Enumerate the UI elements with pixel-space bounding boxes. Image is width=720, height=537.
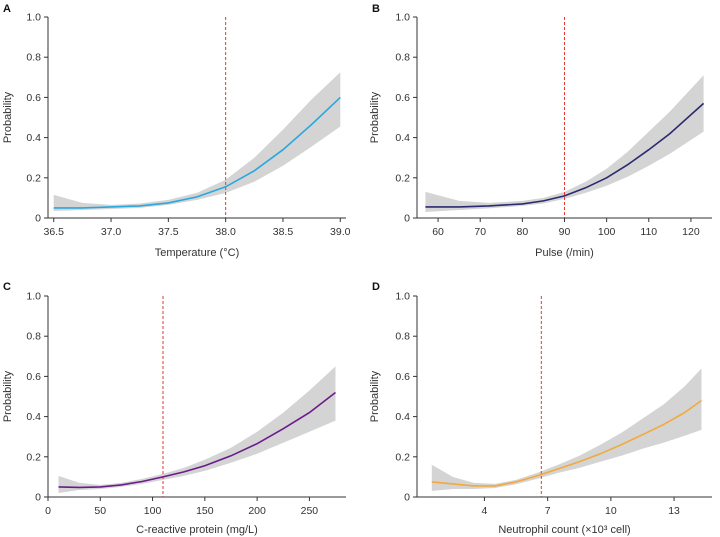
x-tick-label: 10 [605, 505, 617, 517]
x-tick-label: 70 [474, 226, 486, 238]
x-tick-label: 50 [94, 505, 106, 517]
x-tick-label: 80 [517, 226, 529, 238]
y-tick-label: 0.2 [26, 451, 41, 463]
x-tick-label: 36.5 [44, 226, 65, 238]
x-tick-label: 0 [45, 505, 51, 517]
panel-letter: B [372, 3, 380, 15]
confidence-band [425, 75, 704, 212]
y-tick-label: 1.0 [26, 291, 41, 303]
probability-curve [425, 102, 705, 208]
y-tick-label: 0.4 [26, 132, 41, 144]
panel-letter: D [372, 281, 380, 293]
probability-curve [431, 399, 702, 487]
y-tick-label: 1.0 [395, 12, 410, 24]
y-tick-label: 0 [35, 213, 41, 225]
x-tick-label: 110 [640, 226, 657, 238]
y-tick-label: 0.4 [395, 132, 410, 144]
probability-curve [58, 391, 336, 489]
panel-a: A 0 0.2 0.4 0.6 0.8 1.0 36.5 37.0 37.5 38.0 38.5 39.… [2, 3, 351, 259]
y-tick-label: 0 [35, 492, 41, 504]
y-axis-title: Probability [2, 370, 14, 422]
x-tick-label: 37.0 [101, 226, 122, 238]
y-tick-label: 0.2 [395, 451, 410, 463]
x-tick-label: 100 [144, 505, 162, 517]
y-tick-label: 0.8 [395, 331, 410, 343]
y-tick-label: 0.4 [395, 411, 410, 423]
confidence-band [53, 72, 341, 211]
x-tick-label: 39.0 [330, 226, 351, 238]
y-tick-label: 1.0 [26, 12, 41, 24]
x-tick-label: 60 [432, 226, 444, 238]
panel-b: B 0 0.2 0.4 0.6 0.8 1.0 60 70 80 90 100 110 120 Pulse … [369, 3, 712, 259]
x-tick-label: 4 [482, 505, 488, 517]
confidence-band [431, 368, 702, 491]
y-tick-label: 0.8 [26, 52, 41, 64]
probability-curve [53, 96, 341, 209]
x-axis-title: Pulse (/min) [535, 247, 594, 259]
y-tick-label: 0.4 [26, 411, 41, 423]
x-axis-title: Temperature (°C) [155, 247, 239, 259]
y-tick-label: 0.6 [395, 92, 410, 104]
x-tick-label: 120 [682, 226, 700, 238]
panel-c: C 0 0.2 0.4 0.6 0.8 1.0 0 50 100 150 200 250 C-reacti… [2, 281, 346, 536]
x-tick-label: 38.0 [215, 226, 236, 238]
y-tick-label: 0 [404, 492, 410, 504]
y-tick-label: 1.0 [395, 291, 410, 303]
x-tick-label: 200 [248, 505, 266, 517]
y-axis-title: Probability [2, 91, 14, 143]
x-tick-label: 37.5 [158, 226, 179, 238]
x-axis-title: Neutrophil count (×10³ cell) [498, 524, 630, 536]
x-tick-label: 90 [559, 226, 571, 238]
x-tick-label: 7 [545, 505, 551, 517]
panel-d: D 0 0.2 0.4 0.6 0.8 1.0 4 7 10 13 Neutrophil count … [369, 281, 712, 536]
panel-letter: A [3, 3, 11, 15]
y-tick-label: 0.6 [395, 371, 410, 383]
x-tick-label: 250 [301, 505, 319, 517]
x-tick-label: 150 [196, 505, 214, 517]
y-tick-label: 0.8 [395, 52, 410, 64]
y-axis-title: Probability [369, 91, 381, 143]
x-tick-label: 13 [668, 505, 680, 517]
y-axis-title: Probability [369, 370, 381, 422]
y-tick-label: 0.6 [26, 92, 41, 104]
confidence-band [58, 366, 336, 493]
panel-letter: C [3, 281, 11, 293]
y-tick-label: 0.2 [26, 172, 41, 184]
x-axis-title: C-reactive protein (mg/L) [136, 524, 258, 536]
y-tick-label: 0.2 [395, 172, 410, 184]
y-tick-label: 0 [404, 213, 410, 225]
y-tick-label: 0.6 [26, 371, 41, 383]
y-tick-label: 0.8 [26, 331, 41, 343]
x-tick-label: 100 [598, 226, 616, 238]
x-tick-label: 38.5 [273, 226, 294, 238]
